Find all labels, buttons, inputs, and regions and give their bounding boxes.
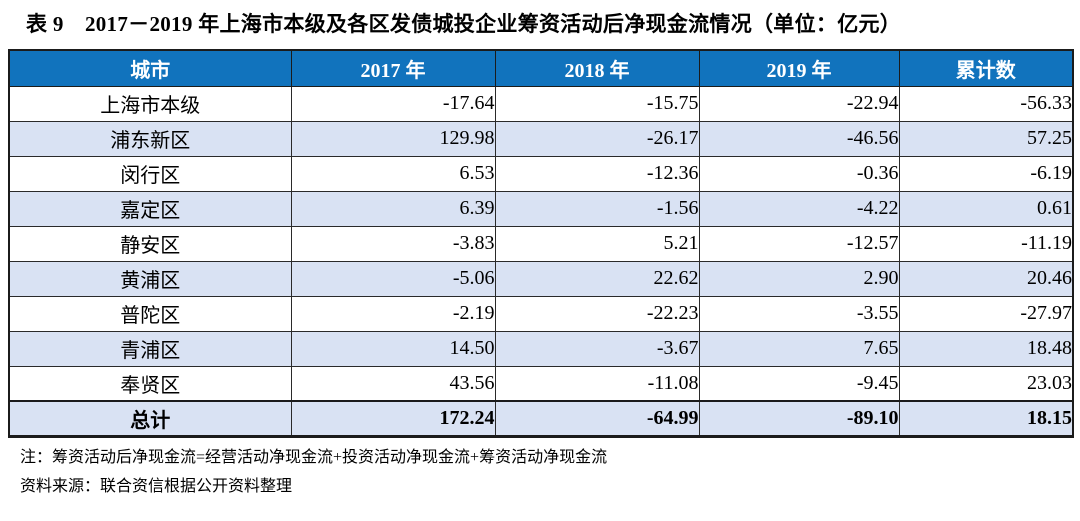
value-cell: 18.15 <box>898 400 1074 437</box>
value-cell: -22.23 <box>494 295 700 332</box>
value-cell: -26.17 <box>494 120 700 157</box>
table-row: 闵行区 6.53 -12.36 -0.36 -6.19 <box>8 155 1074 192</box>
value-cell: -2.19 <box>290 295 496 332</box>
column-header-2019: 2019 年 <box>698 49 900 87</box>
value-cell: -6.19 <box>898 155 1074 192</box>
city-cell: 普陀区 <box>8 295 292 332</box>
table-title: 表 9 2017－2019 年上海市本级及各区发债城投企业筹资活动后净现金流情况… <box>26 12 902 36</box>
city-cell: 黄浦区 <box>8 260 292 297</box>
value-cell: -17.64 <box>290 85 496 122</box>
table-source: 资料来源：联合资信根据公开资料整理 <box>20 477 293 495</box>
value-cell: 43.56 <box>290 365 496 402</box>
value-cell: 6.39 <box>290 190 496 227</box>
city-cell: 总计 <box>8 400 292 437</box>
value-cell: -11.19 <box>898 225 1074 262</box>
total-row: 总计 172.24 -64.99 -89.10 18.15 <box>8 400 1074 437</box>
value-cell: -89.10 <box>698 400 900 437</box>
value-cell: 22.62 <box>494 260 700 297</box>
value-cell: 20.46 <box>898 260 1074 297</box>
value-cell: -15.75 <box>494 85 700 122</box>
table-row: 黄浦区 -5.06 22.62 2.90 20.46 <box>8 260 1074 297</box>
cashflow-table: 城市 2017 年 2018 年 2019 年 累计数 上海市本级 -17.64… <box>8 49 1074 438</box>
value-cell: 0.61 <box>898 190 1074 227</box>
value-cell: -27.97 <box>898 295 1074 332</box>
table-row: 上海市本级 -17.64 -15.75 -22.94 -56.33 <box>8 85 1074 122</box>
table-row: 普陀区 -2.19 -22.23 -3.55 -27.97 <box>8 295 1074 332</box>
table-row: 奉贤区 43.56 -11.08 -9.45 23.03 <box>8 365 1074 402</box>
table-note: 注：筹资活动后净现金流=经营活动净现金流+投资活动净现金流+筹资活动净现金流 <box>20 448 608 466</box>
city-cell: 闵行区 <box>8 155 292 192</box>
value-cell: 18.48 <box>898 330 1074 367</box>
value-cell: -0.36 <box>698 155 900 192</box>
city-cell: 奉贤区 <box>8 365 292 402</box>
column-header-city: 城市 <box>8 49 292 87</box>
report-table-section: 表 9 2017－2019 年上海市本级及各区发债城投企业筹资活动后净现金流情况… <box>0 8 1080 497</box>
value-cell: -3.83 <box>290 225 496 262</box>
table-row: 浦东新区 129.98 -26.17 -46.56 57.25 <box>8 120 1074 157</box>
table-row: 青浦区 14.50 -3.67 7.65 18.48 <box>8 330 1074 367</box>
value-cell: -4.22 <box>698 190 900 227</box>
city-cell: 浦东新区 <box>8 120 292 157</box>
value-cell: 2.90 <box>698 260 900 297</box>
city-cell: 上海市本级 <box>8 85 292 122</box>
value-cell: -64.99 <box>494 400 700 437</box>
table-row: 嘉定区 6.39 -1.56 -4.22 0.61 <box>8 190 1074 227</box>
value-cell: -9.45 <box>698 365 900 402</box>
value-cell: -3.67 <box>494 330 700 367</box>
column-header-2018: 2018 年 <box>494 49 700 87</box>
column-header-2017: 2017 年 <box>290 49 496 87</box>
value-cell: 57.25 <box>898 120 1074 157</box>
table-row: 静安区 -3.83 5.21 -12.57 -11.19 <box>8 225 1074 262</box>
city-cell: 青浦区 <box>8 330 292 367</box>
value-cell: -3.55 <box>698 295 900 332</box>
column-header-total: 累计数 <box>898 49 1074 87</box>
value-cell: -22.94 <box>698 85 900 122</box>
city-cell: 静安区 <box>8 225 292 262</box>
value-cell: -12.36 <box>494 155 700 192</box>
value-cell: -56.33 <box>898 85 1074 122</box>
value-cell: 172.24 <box>290 400 496 437</box>
header-row: 城市 2017 年 2018 年 2019 年 累计数 <box>8 49 1074 87</box>
value-cell: -46.56 <box>698 120 900 157</box>
value-cell: 7.65 <box>698 330 900 367</box>
value-cell: -5.06 <box>290 260 496 297</box>
value-cell: -1.56 <box>494 190 700 227</box>
value-cell: 14.50 <box>290 330 496 367</box>
city-cell: 嘉定区 <box>8 190 292 227</box>
value-cell: 5.21 <box>494 225 700 262</box>
value-cell: 6.53 <box>290 155 496 192</box>
value-cell: -11.08 <box>494 365 700 402</box>
value-cell: 23.03 <box>898 365 1074 402</box>
value-cell: -12.57 <box>698 225 900 262</box>
value-cell: 129.98 <box>290 120 496 157</box>
